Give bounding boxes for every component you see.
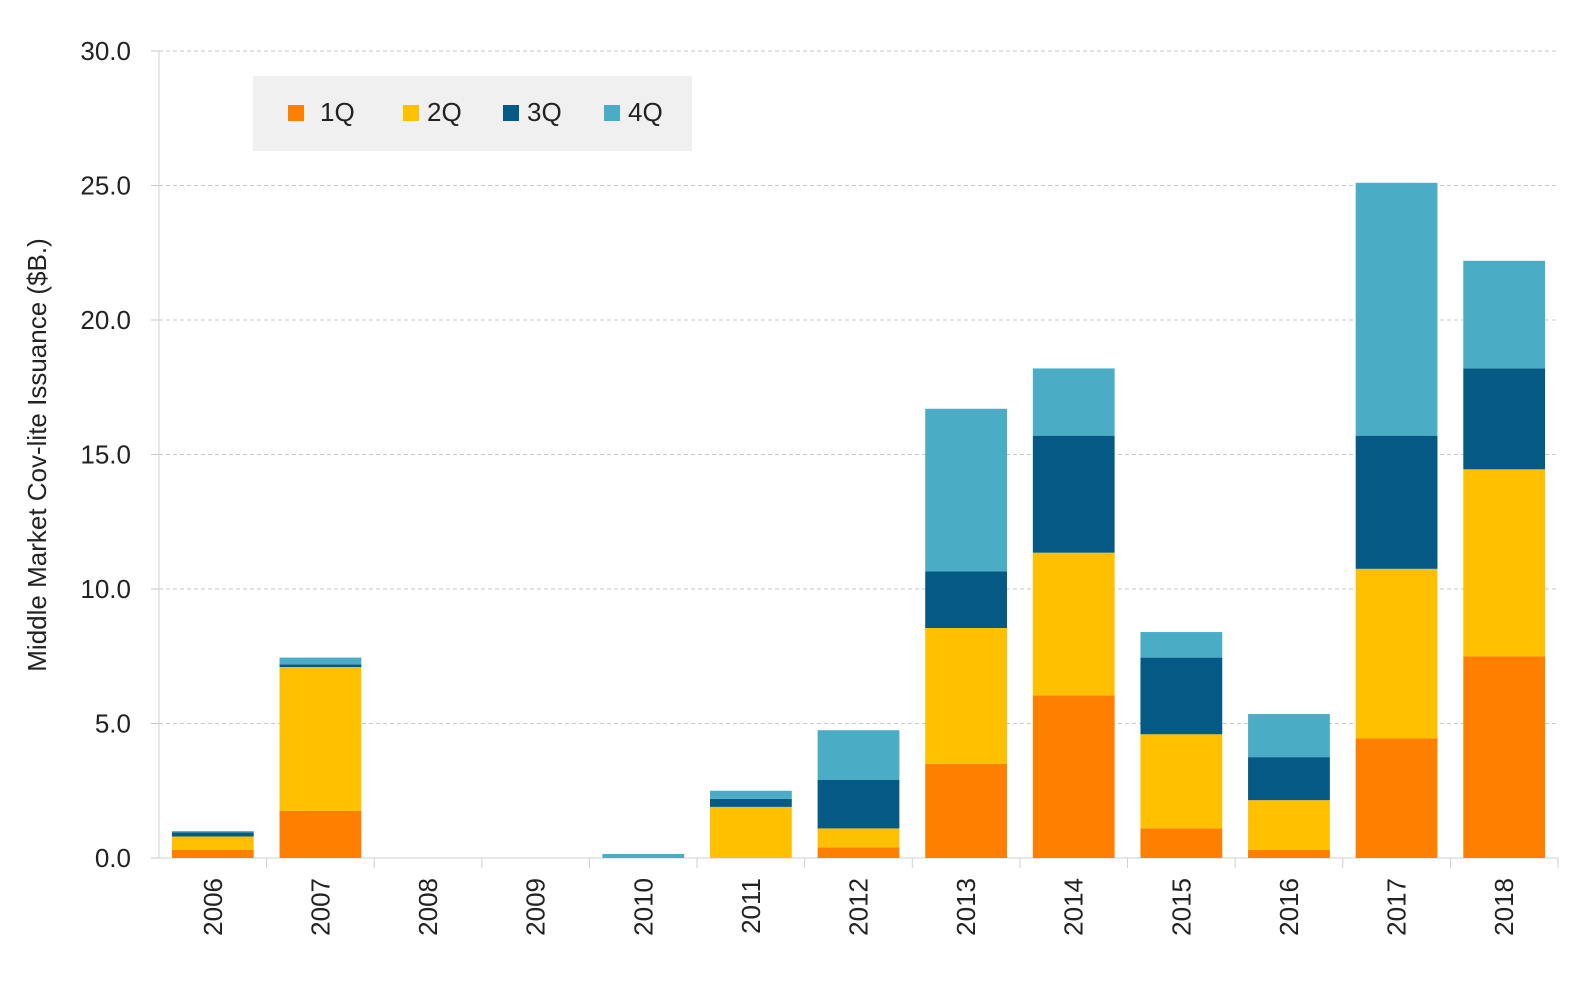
- bar-1Q-2007: [279, 810, 362, 858]
- bar-4Q-2016: [1248, 714, 1330, 758]
- bar-3Q-2018: [1463, 368, 1546, 470]
- legend-label-2Q: 2Q: [427, 97, 462, 127]
- bar-3Q-2017: [1355, 435, 1438, 569]
- bar-2Q-2013: [925, 628, 1008, 764]
- bar-3Q-2007: [279, 664, 362, 668]
- bar-2Q-2007: [279, 667, 362, 811]
- y-tick-label: 30.0: [80, 36, 131, 66]
- x-tick-label: 2008: [413, 878, 443, 936]
- bar-3Q-2011: [709, 798, 792, 807]
- bar-3Q-2006: [171, 832, 254, 837]
- x-tick-label: 2011: [736, 878, 766, 934]
- x-tick-label: 2009: [521, 878, 551, 936]
- bar-1Q-2018: [1463, 656, 1546, 858]
- x-tick-label: 2014: [1059, 878, 1089, 936]
- bar-4Q-2010: [602, 853, 685, 858]
- bar-2Q-2017: [1355, 568, 1438, 739]
- legend-swatch-4Q: [604, 105, 620, 121]
- x-axis-tick-labels: 2006 2007 2008 2009 2010 2011 2012 2013 2014 2015…: [198, 878, 1519, 936]
- x-tick-label: 2016: [1274, 878, 1304, 936]
- bar-1Q-2006: [171, 849, 254, 858]
- bar-3Q-2014: [1032, 435, 1115, 553]
- bars: [171, 182, 1546, 858]
- y-tick-label: 25.0: [80, 171, 131, 201]
- legend: 1Q 2Q 3Q 4Q: [253, 76, 692, 151]
- bar-1Q-2012: [817, 847, 900, 858]
- bar-2Q-2011: [709, 806, 792, 858]
- x-tick-label: 2006: [198, 878, 228, 936]
- bar-1Q-2017: [1355, 738, 1438, 858]
- bar-4Q-2012: [817, 730, 900, 780]
- bar-3Q-2016: [1248, 757, 1330, 801]
- bar-3Q-2013: [925, 571, 1008, 629]
- bar-4Q-2006: [171, 831, 254, 833]
- bar-1Q-2013: [925, 763, 1008, 858]
- bar-1Q-2015: [1140, 828, 1223, 858]
- x-tick-label: 2017: [1382, 878, 1412, 936]
- bar-1Q-2014: [1032, 695, 1115, 858]
- bar-3Q-2012: [817, 779, 900, 829]
- legend-swatch-2Q: [403, 105, 419, 121]
- y-tick-label: 20.0: [80, 305, 131, 335]
- bar-4Q-2015: [1140, 632, 1223, 658]
- y-tick-label: 10.0: [80, 574, 131, 604]
- y-axis-title: Middle Market Cov-lite Issuance ($B.): [22, 238, 52, 671]
- bar-1Q-2016: [1248, 849, 1330, 858]
- bar-2Q-2015: [1140, 734, 1223, 829]
- grid-lines: [151, 50, 1558, 859]
- y-tick-label: 15.0: [80, 440, 131, 470]
- bar-3Q-2015: [1140, 657, 1223, 735]
- x-tick-label: 2010: [628, 878, 658, 936]
- legend-label-4Q: 4Q: [628, 97, 663, 127]
- bar-2Q-2012: [817, 828, 900, 848]
- legend-background: [253, 76, 692, 151]
- x-tick-label: 2015: [1166, 878, 1196, 936]
- bar-2Q-2016: [1248, 800, 1330, 850]
- y-tick-label: 5.0: [95, 709, 131, 739]
- x-tick-label: 2013: [951, 878, 981, 936]
- legend-swatch-3Q: [503, 105, 519, 121]
- bar-4Q-2014: [1032, 368, 1115, 436]
- bar-4Q-2013: [925, 408, 1008, 572]
- legend-swatch-1Q: [288, 105, 304, 121]
- x-tick-label: 2007: [305, 878, 335, 936]
- x-tick-label: 2012: [844, 878, 874, 936]
- legend-label-1Q: 1Q: [320, 97, 355, 127]
- bar-2Q-2014: [1032, 552, 1115, 696]
- bar-4Q-2018: [1463, 260, 1546, 369]
- y-axis-tick-labels: 0.0 5.0 10.0 15.0 20.0 25.0 30.0: [80, 36, 131, 873]
- x-tick-label: 2018: [1489, 878, 1519, 936]
- bar-4Q-2007: [279, 657, 362, 665]
- y-tick-label: 0.0: [95, 843, 131, 873]
- legend-label-3Q: 3Q: [527, 97, 562, 127]
- bar-4Q-2011: [709, 790, 792, 799]
- bar-4Q-2017: [1355, 182, 1438, 436]
- bar-2Q-2006: [171, 836, 254, 850]
- bar-2Q-2018: [1463, 469, 1546, 657]
